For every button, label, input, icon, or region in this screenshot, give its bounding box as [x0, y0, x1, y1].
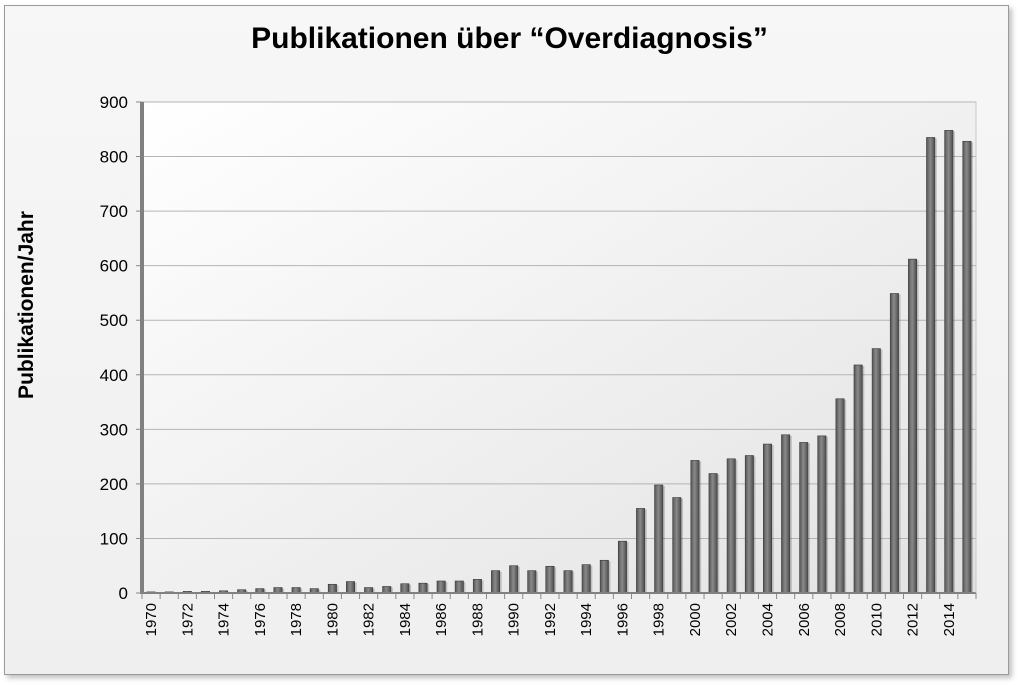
bar	[527, 570, 537, 594]
x-tick-label: 1998	[651, 603, 668, 636]
x-tick-label: 2010	[868, 603, 885, 636]
bar	[617, 540, 627, 594]
x-tick-label: 1982	[361, 603, 378, 636]
bar	[708, 473, 718, 594]
y-tick-label: 300	[100, 420, 128, 439]
x-tick-label: 2006	[796, 603, 813, 636]
x-tick-label: 2008	[832, 603, 849, 636]
bar	[563, 570, 573, 594]
bar	[636, 508, 646, 594]
bar	[799, 442, 809, 594]
plot-area	[142, 102, 976, 593]
x-tick-label: 1970	[143, 603, 160, 636]
bar	[599, 559, 609, 594]
bar	[871, 348, 881, 594]
x-tick-label: 1996	[614, 603, 631, 636]
bar	[509, 565, 519, 594]
bar	[835, 398, 845, 594]
bar	[781, 434, 791, 594]
bar	[327, 583, 337, 594]
x-tick-label: 2012	[905, 603, 922, 636]
x-tick-label: 2002	[723, 603, 740, 636]
bar	[581, 564, 591, 594]
bar	[454, 580, 464, 594]
bar	[690, 460, 700, 594]
bar	[654, 484, 664, 594]
bar	[817, 435, 827, 594]
bar	[346, 581, 355, 594]
bar	[545, 565, 555, 594]
x-tick-label: 2000	[687, 603, 704, 636]
x-tick-label: 1992	[542, 603, 559, 636]
x-tick-label: 1986	[433, 603, 450, 636]
x-tick-label: 1994	[578, 603, 595, 636]
y-tick-label: 900	[100, 93, 128, 112]
bar	[436, 580, 446, 594]
x-tick-label: 1980	[324, 603, 341, 636]
x-tick-label: 2014	[941, 603, 958, 636]
y-tick-label: 200	[100, 475, 128, 494]
x-tick-label: 1990	[506, 603, 523, 636]
x-tick-label: 1988	[469, 603, 486, 636]
bar	[726, 458, 736, 594]
bar	[908, 258, 918, 594]
x-tick-label: 1984	[397, 603, 414, 636]
bar	[962, 140, 972, 594]
x-tick-label: 1978	[288, 603, 305, 636]
bar	[944, 130, 954, 594]
bar	[672, 497, 682, 594]
bar	[853, 364, 863, 594]
bar	[418, 582, 428, 594]
chart-title: Publikationen über “Overdiagnosis”	[251, 22, 768, 55]
bar	[744, 455, 754, 594]
bar	[763, 443, 772, 594]
x-tick-label: 2004	[760, 603, 777, 636]
x-tick-label: 1972	[179, 603, 196, 636]
x-tick-label: 1974	[216, 603, 233, 636]
y-tick-label: 100	[100, 529, 128, 548]
x-tick-label: 1976	[252, 603, 269, 636]
bar	[491, 570, 501, 594]
bar	[926, 137, 936, 594]
y-tick-label: 600	[100, 257, 128, 276]
y-tick-label: 0	[119, 584, 128, 603]
bar	[889, 293, 899, 594]
y-tick-label: 500	[100, 311, 128, 330]
bar	[400, 583, 410, 594]
y-tick-label: 800	[100, 148, 128, 167]
bar	[472, 579, 482, 594]
y-tick-label: 700	[100, 202, 128, 221]
y-tick-label: 400	[100, 366, 128, 385]
